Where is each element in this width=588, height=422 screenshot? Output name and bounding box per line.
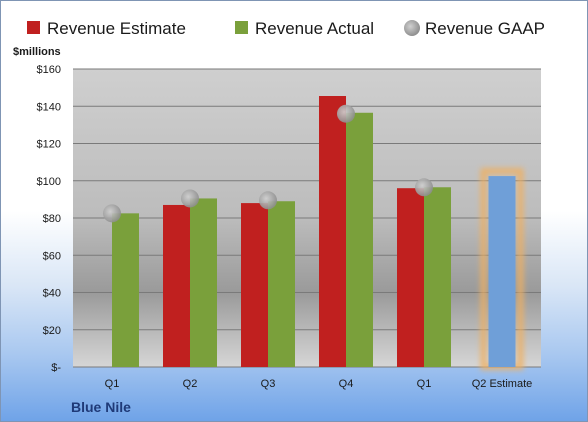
- x-tick-label: Q1: [105, 378, 120, 390]
- legend-swatch: [27, 21, 40, 34]
- bar-revenue-estimate: [163, 204, 190, 367]
- y-tick-label: $60: [43, 250, 61, 262]
- legend-item: Revenue Estimate: [27, 19, 186, 38]
- x-tick-label: Q1: [417, 378, 432, 390]
- y-tick-label: $160: [37, 64, 61, 76]
- marker-revenue-gaap: [103, 204, 121, 223]
- bar-revenue-estimate: [488, 176, 516, 367]
- gaap-markers: [103, 104, 433, 223]
- x-tick-label: Q4: [339, 378, 354, 390]
- y-tick-label: $80: [43, 213, 61, 225]
- bar-revenue-actual: [112, 213, 139, 367]
- y-tick-label: $140: [37, 101, 61, 113]
- legend-swatch: [235, 21, 248, 34]
- marker-revenue-gaap: [259, 191, 277, 210]
- legend-label: Revenue GAAP: [425, 19, 545, 38]
- bar-revenue-estimate: [241, 203, 268, 367]
- y-tick-label: $100: [37, 176, 61, 188]
- x-tick-labels: Q1 Q2 Q3 Q4 Q1 Q2 Estimate: [105, 378, 533, 390]
- legend-label: Revenue Actual: [255, 19, 374, 38]
- legend-item: Revenue Actual: [235, 19, 374, 38]
- legend-swatch: [404, 20, 420, 36]
- bars: [112, 96, 524, 370]
- bar-revenue-actual: [424, 187, 451, 367]
- y-tick-label: $120: [37, 139, 61, 151]
- marker-revenue-gaap: [181, 189, 199, 208]
- bar-revenue-actual: [346, 112, 373, 367]
- y-tick-labels: $- $20 $40 $60 $80 $100 $120 $140 $160: [37, 64, 62, 374]
- x-tick-label: Q2: [183, 378, 198, 390]
- marker-revenue-gaap: [415, 178, 433, 197]
- legend-label: Revenue Estimate: [47, 19, 186, 38]
- x-tick-label: Q3: [261, 378, 276, 390]
- y-tick-label: $40: [43, 288, 61, 300]
- bar-revenue-estimate: [397, 188, 424, 367]
- legend: Revenue Estimate Revenue Actual Revenue GA…: [27, 19, 545, 38]
- marker-revenue-gaap: [337, 104, 355, 123]
- bar-revenue-actual: [190, 198, 217, 367]
- bar-revenue-estimate: [319, 96, 346, 367]
- company-name: Blue Nile: [71, 399, 131, 415]
- y-tick-label: $-: [51, 362, 61, 374]
- x-tick-label: Q2 Estimate: [472, 378, 533, 390]
- y-axis-unit-label: $millions: [13, 46, 61, 58]
- bar-revenue-actual: [268, 201, 295, 367]
- gridlines: [73, 68, 541, 368]
- y-tick-label: $20: [43, 325, 61, 337]
- legend-item: Revenue GAAP: [404, 19, 545, 38]
